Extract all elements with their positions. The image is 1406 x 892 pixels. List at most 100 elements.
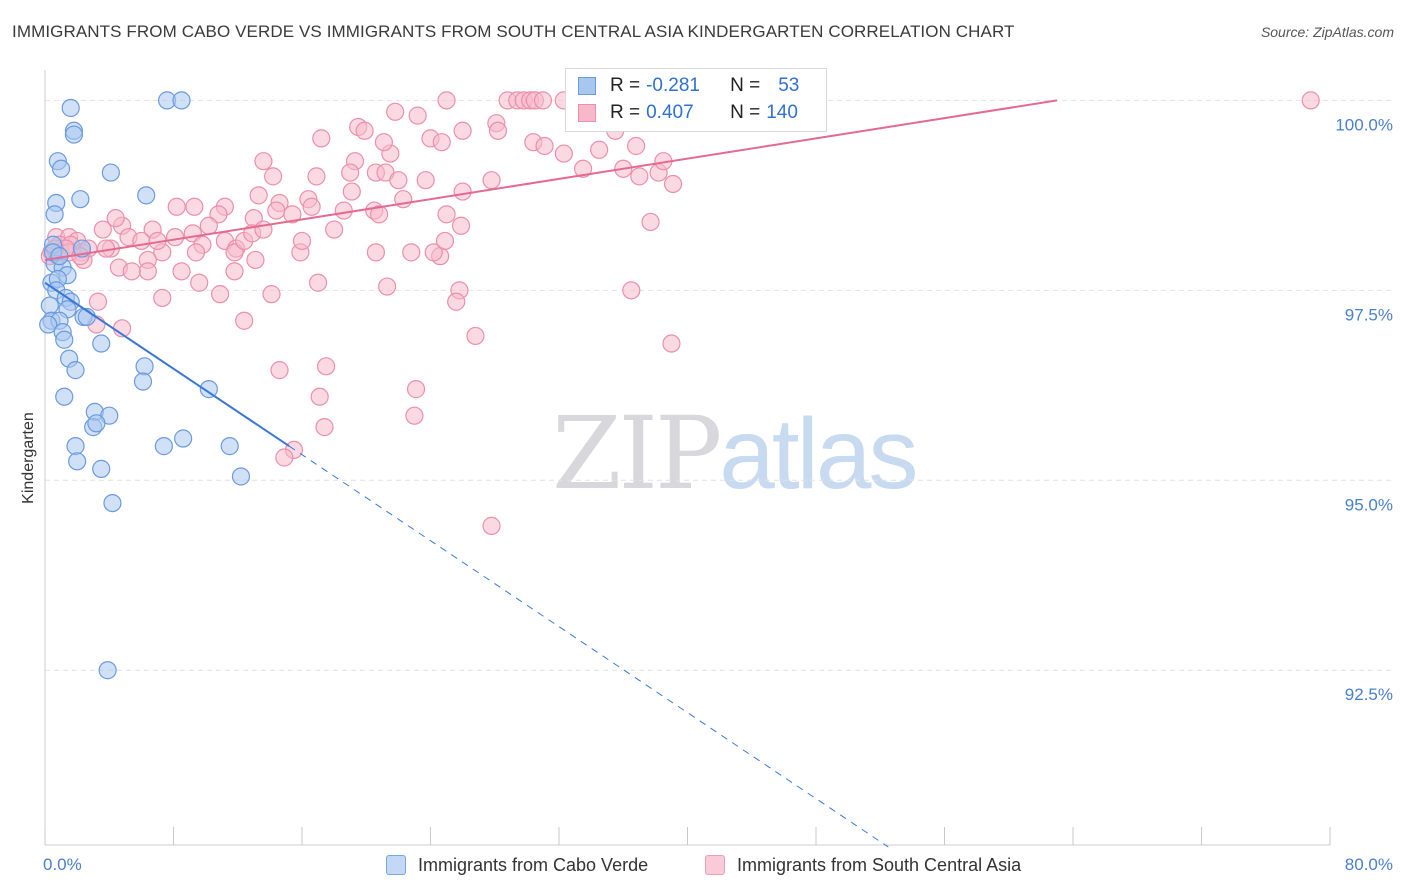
legend-r-label: R = xyxy=(610,75,641,96)
data-point xyxy=(451,216,471,235)
data-point xyxy=(406,380,426,399)
legend-row-south-central-asia: R = 0.407 N = 140 xyxy=(578,101,798,125)
data-point xyxy=(641,212,660,232)
data-point xyxy=(488,121,508,140)
data-point xyxy=(101,163,120,182)
data-point xyxy=(341,163,360,182)
data-point xyxy=(185,197,204,216)
data-point xyxy=(437,205,456,224)
bottom-legend-label: Immigrants from South Central Asia xyxy=(737,854,1022,875)
data-point xyxy=(573,159,593,178)
source-credit: Source: ZipAtlas.com xyxy=(1260,24,1394,40)
data-point xyxy=(283,205,302,224)
legend-n-label: N = xyxy=(730,102,761,123)
data-point xyxy=(225,262,244,281)
bottom-legend-cabo-verde: Immigrants from Cabo Verde xyxy=(386,852,648,878)
data-point xyxy=(68,452,87,471)
data-point xyxy=(663,174,683,194)
data-point xyxy=(302,197,321,216)
data-point xyxy=(386,102,405,121)
gridlines xyxy=(45,99,1392,671)
data-point xyxy=(93,220,112,239)
data-point xyxy=(466,326,485,346)
data-point xyxy=(447,292,466,311)
data-point xyxy=(424,243,443,262)
zipatlas-watermark: ZIPatlas xyxy=(552,395,919,512)
legend-r-label: R = xyxy=(610,102,641,123)
data-point xyxy=(408,106,427,125)
data-point xyxy=(325,220,344,239)
data-point xyxy=(630,167,649,186)
correlation-legend: R = -0.281 N = 53 R = 0.407 N = 140 xyxy=(565,68,827,132)
data-point xyxy=(122,262,141,281)
data-point xyxy=(263,167,283,186)
data-point xyxy=(220,437,239,456)
x-tick-label: 0.0% xyxy=(43,855,82,874)
data-point xyxy=(45,205,64,224)
data-point xyxy=(154,437,173,456)
data-point xyxy=(342,182,361,201)
data-point xyxy=(308,273,328,292)
x-tick-label: 80.0% xyxy=(1345,855,1393,874)
data-point xyxy=(246,250,265,270)
y-tick-label: 97.5% xyxy=(1345,305,1393,324)
data-point xyxy=(98,661,117,680)
data-point xyxy=(453,182,472,201)
legend-r-value: -0.281 xyxy=(646,75,700,96)
data-point xyxy=(235,311,254,330)
data-point xyxy=(482,516,501,535)
watermark-zip: ZIP xyxy=(552,395,722,512)
legend-swatch-blue xyxy=(578,77,596,95)
data-point xyxy=(292,231,312,251)
data-point xyxy=(92,334,111,353)
data-point xyxy=(39,315,58,334)
trend-line-cabo-verde-extension xyxy=(288,445,889,848)
y-axis-label: Kindergarten xyxy=(20,412,37,504)
data-point xyxy=(132,231,151,251)
data-point xyxy=(432,133,451,152)
data-point xyxy=(106,209,125,228)
data-point xyxy=(88,292,108,311)
data-point xyxy=(374,133,394,152)
data-point xyxy=(312,129,331,148)
data-point xyxy=(416,171,435,190)
data-point xyxy=(199,380,218,399)
data-point xyxy=(190,273,209,292)
data-point xyxy=(315,418,334,437)
data-point xyxy=(270,361,289,380)
data-point xyxy=(389,171,408,190)
bottom-legend-south-central-asia: Immigrants from South Central Asia xyxy=(705,852,1021,878)
data-point xyxy=(262,285,281,304)
series-cabo-verde xyxy=(39,91,251,680)
chart-title: IMMIGRANTS FROM CABO VERDE VS IMMIGRANTS… xyxy=(12,22,1015,41)
data-point xyxy=(437,91,456,110)
legend-n-label: N = xyxy=(730,75,761,96)
data-point xyxy=(135,357,154,376)
y-tick-label: 100.0% xyxy=(1335,115,1393,134)
data-point xyxy=(174,429,193,448)
trend-lines xyxy=(44,99,1058,848)
data-point xyxy=(172,262,191,281)
data-point xyxy=(166,228,185,247)
data-point xyxy=(307,167,326,186)
data-point xyxy=(453,121,472,140)
data-point xyxy=(66,437,85,456)
data-point xyxy=(210,285,230,304)
data-point xyxy=(61,98,80,118)
data-point xyxy=(133,372,153,391)
bottom-legend-swatch-blue xyxy=(386,855,406,875)
data-point xyxy=(482,171,501,190)
data-point xyxy=(87,414,106,433)
axes xyxy=(44,70,1331,846)
data-point xyxy=(51,159,71,178)
legend-n-value: 140 xyxy=(766,102,798,123)
data-point xyxy=(435,231,455,251)
data-point xyxy=(662,334,681,353)
data-point xyxy=(334,201,353,220)
data-point xyxy=(92,459,111,478)
data-point xyxy=(590,140,609,159)
data-point xyxy=(66,361,85,380)
data-point xyxy=(366,243,385,262)
data-point xyxy=(355,121,374,140)
